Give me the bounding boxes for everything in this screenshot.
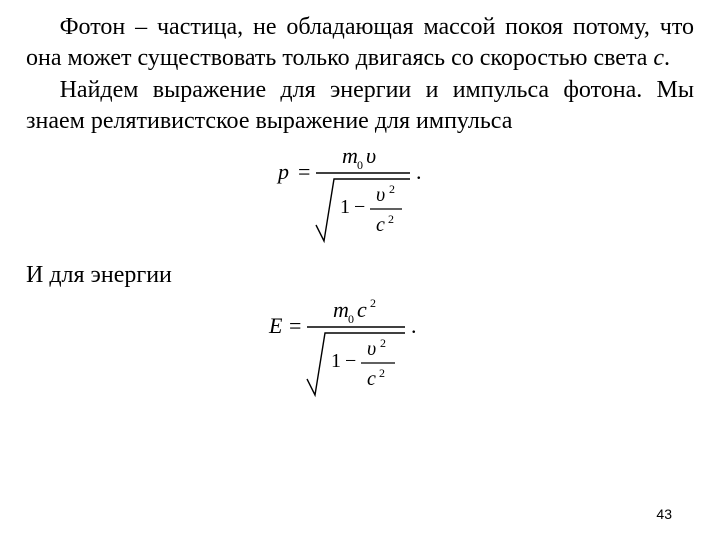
f2-num-sub0: 0 <box>348 312 354 326</box>
f1-inner-c2: 2 <box>388 212 394 226</box>
f1-lhs: p <box>276 159 289 184</box>
f2-num-sq: 2 <box>370 297 376 310</box>
paragraph-3: И для энергии <box>26 260 694 291</box>
f2-num-m: m <box>333 297 349 322</box>
f2-inner-c: c <box>367 368 376 390</box>
f2-inner-v: υ <box>367 338 376 360</box>
f2-one: 1 <box>331 350 341 372</box>
f2-num-c: c <box>357 297 367 322</box>
f1-num-v: υ <box>366 143 376 168</box>
f1-minus: − <box>354 196 365 218</box>
f2-lhs: E <box>268 313 283 338</box>
f1-inner-v2: 2 <box>389 182 395 196</box>
f2-dot: . <box>411 313 417 338</box>
f1-inner-c: c <box>376 214 385 236</box>
page-number: 43 <box>656 506 672 522</box>
formula-momentum: p = m 0 υ 1 − υ 2 c 2 . <box>26 143 694 258</box>
f1-one: 1 <box>340 196 350 218</box>
page: Фотон – частица, не обладающая массой по… <box>0 0 720 540</box>
para1-pre: Фотон – частица, не обладающая массой по… <box>26 14 694 71</box>
f1-num-sub0: 0 <box>357 158 363 172</box>
formula-energy: E = m 0 c 2 1 − υ 2 c 2 . <box>26 297 694 412</box>
f1-inner-v: υ <box>376 184 385 206</box>
para1-post: . <box>664 45 670 71</box>
paragraph-1: Фотон – частица, не обладающая массой по… <box>26 12 694 73</box>
paragraph-2: Найдем выражение для энергии и импульса … <box>26 75 694 136</box>
f1-eq: = <box>298 159 310 184</box>
f2-eq: = <box>289 313 301 338</box>
f1-dot: . <box>416 159 422 184</box>
f2-minus: − <box>345 350 356 372</box>
para1-c: c <box>653 45 664 71</box>
formula-momentum-svg: p = m 0 υ 1 − υ 2 c 2 . <box>260 143 460 253</box>
formula-energy-svg: E = m 0 c 2 1 − υ 2 c 2 . <box>255 297 465 407</box>
f2-inner-v2: 2 <box>380 336 386 350</box>
f2-inner-c2: 2 <box>379 366 385 380</box>
f1-num-m: m <box>342 143 358 168</box>
